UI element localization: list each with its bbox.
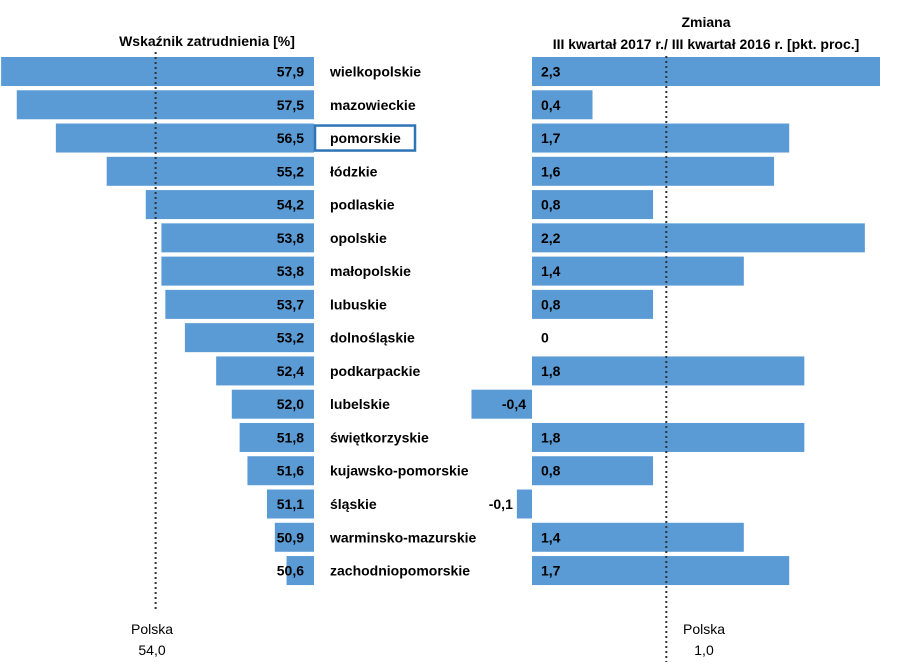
right-bar bbox=[532, 57, 880, 86]
left-bar bbox=[216, 356, 314, 386]
right-value-label: 1,4 bbox=[541, 263, 561, 279]
right-bar bbox=[532, 356, 805, 386]
right-bars-group: 2,3 0,4 1,7 1,6 0,8 2,2 1,4 0,8 0 1,8 -0,4 1,8 0,8 -0… bbox=[471, 57, 880, 586]
left-value-label: 53,8 bbox=[277, 263, 304, 279]
left-bar bbox=[161, 256, 314, 286]
left-bar bbox=[1, 57, 315, 86]
left-value-label: 57,5 bbox=[277, 97, 304, 113]
left-value-label: 54,2 bbox=[277, 197, 304, 213]
left-value-label: 51,6 bbox=[277, 463, 304, 479]
left-value-label: 52,0 bbox=[277, 396, 304, 412]
left-bar bbox=[161, 223, 314, 253]
right-bar bbox=[532, 456, 654, 486]
right-value-label: 1,8 bbox=[541, 363, 561, 379]
region-label: świętkorzyskie bbox=[330, 429, 429, 445]
right-chart-title-line1: Zmiana bbox=[681, 14, 730, 30]
left-value-label: 51,8 bbox=[277, 429, 304, 445]
right-chart-title-line2: III kwartał 2017 r./ III kwartał 2016 r.… bbox=[553, 36, 860, 52]
left-bar bbox=[55, 123, 314, 153]
left-value-label: 53,8 bbox=[277, 230, 304, 246]
left-bar bbox=[239, 422, 314, 452]
left-reference-value: 54,0 bbox=[138, 642, 165, 658]
right-value-label: 1,7 bbox=[541, 563, 561, 579]
left-value-label: 57,9 bbox=[277, 64, 304, 80]
right-value-label: 1,7 bbox=[541, 130, 561, 146]
highlight-box bbox=[313, 124, 417, 152]
left-bar bbox=[106, 156, 315, 186]
right-value-label: -0,4 bbox=[502, 396, 526, 412]
left-value-label: 53,7 bbox=[277, 296, 304, 312]
right-value-label: 2,3 bbox=[541, 64, 561, 80]
right-bar bbox=[532, 422, 805, 452]
left-value-label: 52,4 bbox=[277, 363, 304, 379]
left-bar bbox=[145, 190, 314, 220]
left-value-label: 55,2 bbox=[277, 163, 304, 179]
left-value-label: 53,2 bbox=[277, 330, 304, 346]
left-bar bbox=[165, 289, 314, 319]
left-bars-group: 57,9 57,5 56,5 55,2 54,2 53,8 53,8 53,7 53,2 52,4… bbox=[1, 57, 315, 586]
region-label: dolnośląskie bbox=[330, 330, 415, 346]
region-label: małopolskie bbox=[330, 263, 411, 279]
left-bar bbox=[231, 389, 314, 419]
right-bar bbox=[532, 289, 654, 319]
left-chart-title: Wskaźnik zatrudnienia [%] bbox=[119, 33, 295, 49]
left-bar bbox=[247, 456, 314, 486]
region-label: lubelskie bbox=[330, 396, 390, 412]
right-bar bbox=[516, 489, 532, 519]
left-value-label: 50,9 bbox=[277, 529, 304, 545]
right-value-label: 1,6 bbox=[541, 163, 561, 179]
left-reference-name: Polska bbox=[131, 621, 173, 637]
region-labels-group: wielkopolskie mazowieckie pomorskie łódzkie… bbox=[313, 64, 476, 579]
region-label: łódzkie bbox=[330, 163, 378, 179]
right-value-label: 0,8 bbox=[541, 463, 561, 479]
right-value-label: 0 bbox=[541, 330, 549, 346]
region-label: lubuskie bbox=[330, 296, 387, 312]
region-label: zachodniopomorskie bbox=[330, 563, 470, 579]
region-label: wielkopolskie bbox=[329, 64, 421, 80]
right-value-label: 0,4 bbox=[541, 97, 561, 113]
region-label: podlaskie bbox=[330, 197, 395, 213]
right-bar bbox=[532, 123, 790, 153]
left-bar bbox=[286, 556, 314, 586]
left-bar bbox=[274, 522, 314, 552]
left-bar bbox=[266, 489, 314, 519]
right-bar bbox=[532, 522, 744, 552]
right-value-label: 1,4 bbox=[541, 529, 561, 545]
right-bar bbox=[532, 256, 744, 286]
right-bar bbox=[532, 556, 790, 586]
left-bar bbox=[16, 90, 314, 120]
right-bar bbox=[532, 90, 593, 120]
region-label: warminsko-mazurskie bbox=[329, 529, 476, 545]
right-bar bbox=[532, 156, 775, 186]
left-value-label: 51,1 bbox=[277, 496, 304, 512]
right-reference-name: Polska bbox=[683, 621, 725, 637]
region-label: śląskie bbox=[330, 496, 377, 512]
right-bar bbox=[471, 389, 532, 419]
right-value-label: 1,8 bbox=[541, 429, 561, 445]
region-label: pomorskie bbox=[330, 130, 401, 146]
right-value-label: 2,2 bbox=[541, 230, 561, 246]
left-bar bbox=[184, 323, 314, 353]
region-label: mazowieckie bbox=[330, 97, 416, 113]
region-label: opolskie bbox=[330, 230, 387, 246]
left-value-label: 50,6 bbox=[277, 563, 304, 579]
left-value-label: 56,5 bbox=[277, 130, 304, 146]
region-label: kujawsko-pomorskie bbox=[330, 463, 469, 479]
right-value-label: 0,8 bbox=[541, 296, 561, 312]
right-reference-value: 1,0 bbox=[694, 642, 714, 658]
right-value-label: 0,8 bbox=[541, 197, 561, 213]
right-value-label: -0,1 bbox=[489, 496, 513, 512]
right-bar bbox=[532, 223, 865, 253]
region-label: podkarpackie bbox=[330, 363, 420, 379]
right-bar bbox=[532, 190, 654, 220]
